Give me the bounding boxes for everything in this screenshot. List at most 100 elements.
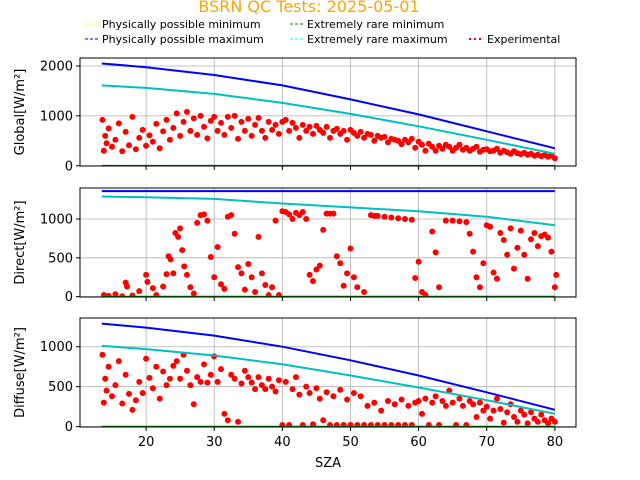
data-point-diffuse bbox=[296, 391, 303, 398]
axes-frame-direct bbox=[79, 187, 577, 298]
x-tick-label: 80 bbox=[547, 435, 564, 450]
data-point-direct bbox=[473, 274, 480, 281]
data-point-direct bbox=[177, 225, 184, 232]
data-point-direct bbox=[470, 248, 477, 255]
data-point-global bbox=[367, 131, 374, 138]
data-point-direct bbox=[160, 283, 167, 290]
data-point-diffuse bbox=[109, 393, 116, 400]
data-point-diffuse bbox=[272, 388, 279, 395]
data-point-global bbox=[340, 127, 347, 134]
data-point-diffuse bbox=[408, 422, 415, 427]
y-axis-label-global: Global[W/m²] bbox=[13, 69, 28, 156]
data-point-global bbox=[354, 132, 361, 139]
data-point-direct bbox=[545, 234, 552, 241]
y-tick-label: 500 bbox=[48, 380, 73, 395]
data-point-diffuse bbox=[545, 420, 552, 427]
data-point-diffuse bbox=[221, 410, 228, 417]
data-point-diffuse bbox=[112, 382, 119, 389]
data-point-diffuse bbox=[207, 371, 214, 378]
data-point-direct bbox=[153, 292, 160, 297]
data-point-global bbox=[248, 132, 255, 139]
data-point-diffuse bbox=[453, 422, 460, 427]
data-point-diffuse bbox=[282, 378, 289, 385]
data-point-diffuse bbox=[245, 374, 252, 381]
data-point-diffuse bbox=[100, 399, 107, 406]
data-point-direct bbox=[289, 216, 296, 223]
data-point-diffuse bbox=[115, 358, 122, 365]
data-point-diffuse bbox=[99, 351, 106, 358]
data-point-direct bbox=[228, 212, 235, 219]
data-point-diffuse bbox=[534, 418, 541, 425]
data-point-direct bbox=[269, 284, 276, 291]
data-point-diffuse bbox=[241, 367, 248, 374]
data-point-direct bbox=[415, 258, 422, 265]
data-point-diffuse bbox=[517, 407, 524, 414]
data-point-direct bbox=[493, 275, 500, 282]
data-point-direct bbox=[100, 292, 107, 297]
data-point-global bbox=[255, 114, 262, 121]
data-point-diffuse bbox=[514, 418, 521, 425]
axes-frame-global bbox=[79, 57, 577, 167]
data-point-global bbox=[112, 136, 119, 143]
data-point-global bbox=[323, 123, 330, 130]
data-point-global bbox=[258, 127, 265, 134]
panel-diffuse: 0 500 1000 20 30 40 50 60 70 80 Diffuse[W/m²] bbox=[13, 317, 577, 450]
data-point-global bbox=[153, 120, 160, 127]
data-point-diffuse bbox=[538, 411, 545, 418]
data-point-direct bbox=[524, 275, 531, 282]
data-point-direct bbox=[183, 271, 190, 278]
data-point-diffuse bbox=[497, 406, 504, 413]
data-point-direct bbox=[235, 264, 242, 271]
data-point-direct bbox=[313, 266, 320, 273]
data-point-global bbox=[320, 129, 327, 136]
data-point-diffuse bbox=[528, 409, 535, 416]
data-point-global bbox=[119, 148, 126, 155]
data-point-direct bbox=[194, 219, 201, 226]
data-point-direct bbox=[534, 243, 541, 250]
data-point-direct bbox=[248, 274, 255, 281]
data-point-global bbox=[262, 134, 269, 141]
data-point-diffuse bbox=[504, 409, 511, 416]
data-point-direct bbox=[252, 288, 259, 295]
data-point-global bbox=[303, 127, 310, 134]
data-point-diffuse bbox=[166, 375, 173, 382]
data-point-direct bbox=[490, 269, 497, 276]
data-point-direct bbox=[551, 284, 558, 291]
data-point-direct bbox=[528, 236, 535, 243]
data-point-global bbox=[146, 132, 153, 139]
y-tick-label: 500 bbox=[48, 251, 73, 266]
data-point-diffuse bbox=[316, 395, 323, 402]
data-point-global bbox=[187, 127, 194, 134]
legend-entry-experimental: Experimental bbox=[469, 33, 560, 46]
data-point-global bbox=[306, 123, 313, 130]
y-tick-label: 2000 bbox=[40, 59, 73, 74]
data-point-direct bbox=[238, 270, 245, 277]
y-axis-label-direct: Direct[W/m²] bbox=[13, 200, 28, 284]
data-point-diffuse bbox=[327, 422, 334, 427]
data-point-direct bbox=[262, 281, 269, 288]
data-point-direct bbox=[265, 292, 272, 297]
data-point-diffuse bbox=[255, 374, 262, 381]
data-point-direct bbox=[388, 214, 395, 221]
data-point-diffuse bbox=[381, 422, 388, 427]
data-point-global bbox=[204, 135, 211, 142]
data-point-direct bbox=[136, 288, 143, 295]
data-point-direct bbox=[170, 270, 177, 277]
data-point-direct bbox=[429, 228, 436, 235]
legend-label-rare-max: Extremely rare maximum bbox=[307, 33, 448, 46]
data-point-direct bbox=[553, 271, 560, 278]
data-point-diffuse bbox=[493, 395, 500, 402]
data-point-diffuse bbox=[551, 418, 558, 425]
data-point-diffuse bbox=[252, 386, 259, 393]
x-tick-label: 50 bbox=[342, 435, 359, 450]
data-point-global bbox=[180, 118, 187, 125]
data-point-global bbox=[299, 121, 306, 128]
data-point-global bbox=[357, 128, 364, 135]
y-tick-label: 0 bbox=[65, 420, 73, 435]
legend-label-rare-min: Extremely rare minimum bbox=[307, 18, 444, 31]
data-point-global bbox=[211, 113, 218, 120]
data-point-direct bbox=[442, 217, 449, 224]
data-point-direct bbox=[143, 271, 150, 278]
data-point-global bbox=[103, 140, 110, 147]
data-point-global bbox=[408, 135, 415, 142]
